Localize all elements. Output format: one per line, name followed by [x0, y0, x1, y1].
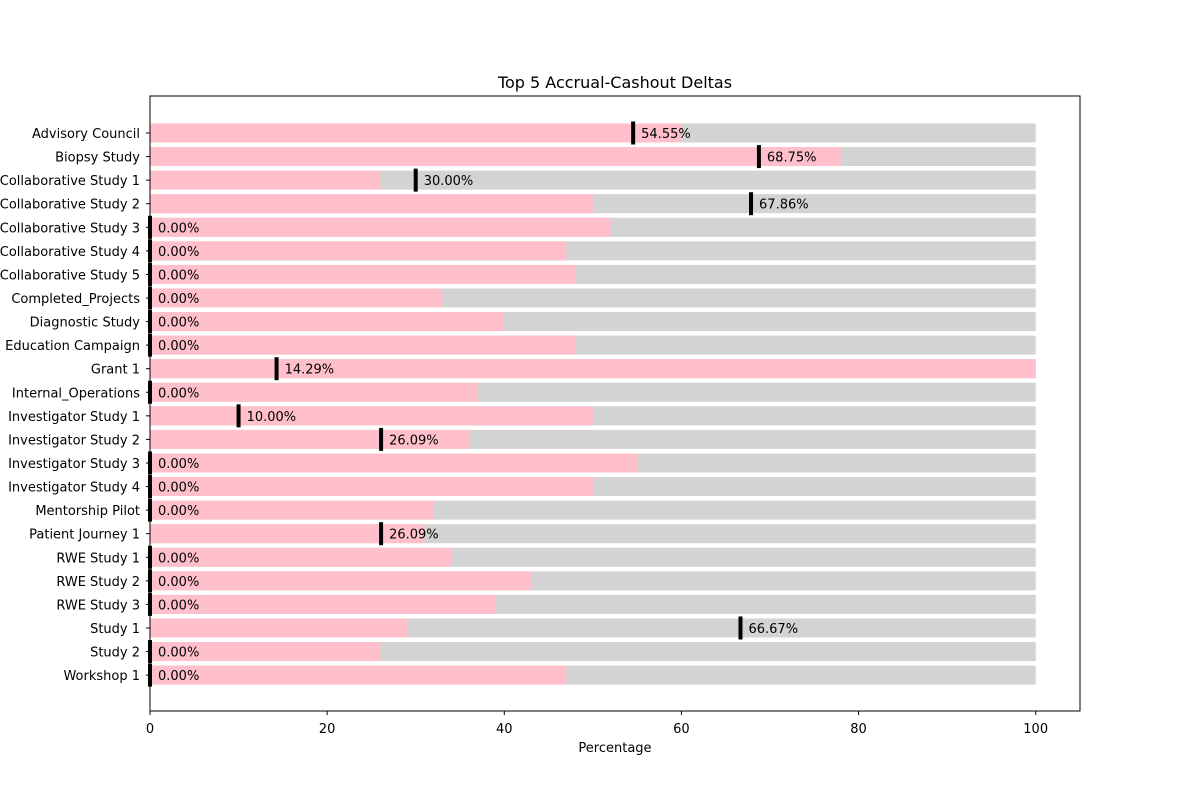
bar-accrual	[150, 524, 425, 544]
data-label: 10.00%	[247, 410, 297, 425]
data-label: 67.86%	[759, 198, 809, 213]
bar-marker	[236, 404, 241, 428]
data-label: 68.75%	[767, 151, 817, 166]
bar-accrual	[150, 194, 593, 214]
y-tick-label: Collaborative Study 1	[0, 174, 140, 189]
y-tick-label: Study 2	[90, 646, 140, 661]
x-axis-label: Percentage	[578, 741, 651, 756]
bar-accrual	[150, 477, 593, 497]
y-tick-label: Patient Journey 1	[29, 528, 140, 543]
y-tick-label: Workshop 1	[63, 669, 140, 684]
data-label: 0.00%	[158, 245, 199, 260]
bar-marker	[379, 427, 384, 451]
data-label: 66.67%	[748, 622, 798, 637]
y-tick-label: Collaborative Study 4	[0, 245, 140, 260]
data-label: 26.09%	[389, 528, 439, 543]
bar-accrual	[150, 429, 469, 449]
x-tick-label: 40	[496, 722, 513, 737]
bar-marker	[274, 357, 279, 381]
bar-accrual	[150, 618, 407, 638]
bar-accrual	[150, 147, 841, 167]
bar-accrual	[150, 406, 593, 426]
data-label: 0.00%	[158, 504, 199, 519]
bar-marker	[738, 616, 743, 640]
bar-accrual	[150, 547, 452, 567]
bar-marker	[631, 121, 636, 145]
bar-accrual	[150, 500, 434, 520]
data-label: 0.00%	[158, 646, 199, 661]
data-label: 14.29%	[285, 363, 335, 378]
data-label: 0.00%	[158, 339, 199, 354]
bar-accrual	[150, 594, 496, 614]
y-tick-labels: Advisory Council Biopsy Study Collaborativ…	[0, 127, 150, 684]
x-tick-label: 0	[146, 722, 154, 737]
y-tick-label: Investigator Study 4	[8, 481, 140, 496]
y-tick-label: Collaborative Study 5	[0, 268, 140, 283]
data-labels-layer: 54.55% 68.75% 30.00% 67.86% 0.00% 0.00% 0.00% 0…	[158, 127, 816, 684]
bar-accrual	[150, 264, 576, 284]
bar-accrual	[150, 642, 381, 662]
data-label: 0.00%	[158, 221, 199, 236]
chart-title: Top 5 Accrual-Cashout Deltas	[497, 73, 732, 92]
y-tick-label: Collaborative Study 2	[0, 198, 140, 213]
y-tick-label: Biopsy Study	[55, 151, 140, 166]
bar-marker	[749, 192, 754, 216]
y-tick-label: Internal_Operations	[12, 386, 140, 401]
data-label: 30.00%	[424, 174, 474, 189]
bar-accrual	[150, 217, 611, 237]
data-label: 0.00%	[158, 575, 199, 590]
bar-accrual	[150, 335, 576, 355]
bar-accrual	[150, 359, 1036, 379]
bar-marker	[379, 522, 384, 546]
bar-accrual	[150, 665, 567, 685]
y-tick-label: Diagnostic Study	[30, 316, 141, 331]
data-label: 0.00%	[158, 598, 199, 613]
data-label: 0.00%	[158, 669, 199, 684]
bar-accrual	[150, 288, 443, 308]
data-label: 0.00%	[158, 386, 199, 401]
y-tick-label: Education Campaign	[5, 339, 140, 354]
data-label: 26.09%	[389, 433, 439, 448]
y-tick-label: Investigator Study 1	[8, 410, 140, 425]
bars-layer	[148, 121, 1036, 687]
bar-accrual	[150, 170, 381, 190]
x-tick-labels: 0 20 40 60 80 100	[146, 711, 1048, 737]
y-tick-label: Grant 1	[91, 363, 140, 378]
x-tick-label: 100	[1023, 722, 1048, 737]
x-tick-label: 80	[850, 722, 867, 737]
data-label: 0.00%	[158, 457, 199, 472]
plot-frame	[149, 95, 1081, 712]
y-tick-label: Investigator Study 2	[8, 433, 140, 448]
bar-accrual	[150, 123, 682, 143]
bar-accrual	[150, 241, 567, 261]
y-tick-label: RWE Study 2	[56, 575, 140, 590]
bar-accrual	[150, 571, 531, 591]
y-tick-label: RWE Study 3	[56, 598, 140, 613]
data-label: 54.55%	[641, 127, 691, 142]
bar-accrual	[150, 312, 505, 332]
bar-accrual	[150, 382, 478, 402]
y-tick-label: Mentorship Pilot	[35, 504, 140, 519]
bar-accrual	[150, 453, 638, 473]
data-label: 0.00%	[158, 481, 199, 496]
bar-marker	[413, 168, 418, 192]
data-label: 0.00%	[158, 292, 199, 307]
data-label: 0.00%	[158, 316, 199, 331]
y-tick-label: Collaborative Study 3	[0, 221, 140, 236]
bar-marker	[756, 145, 761, 169]
y-tick-label: Investigator Study 3	[8, 457, 140, 472]
x-tick-label: 60	[673, 722, 690, 737]
y-tick-label: RWE Study 1	[56, 551, 140, 566]
data-label: 0.00%	[158, 551, 199, 566]
data-label: 0.00%	[158, 268, 199, 283]
y-tick-label: Completed_Projects	[11, 292, 140, 307]
y-tick-label: Advisory Council	[32, 127, 140, 142]
y-tick-label: Study 1	[90, 622, 140, 637]
x-tick-label: 20	[319, 722, 336, 737]
